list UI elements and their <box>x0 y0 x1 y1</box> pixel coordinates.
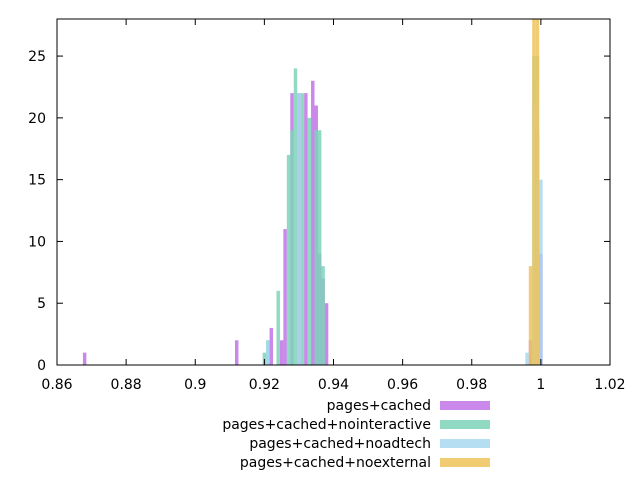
legend-swatch <box>440 439 490 448</box>
bar-0-12 <box>324 303 329 365</box>
bar-0-2 <box>269 327 274 365</box>
bar-2-5 <box>539 179 543 365</box>
y-tick-label: 25 <box>28 49 46 65</box>
legend-label: pages+cached+noexternal <box>240 455 431 471</box>
bar-2-0 <box>266 340 270 365</box>
x-axis: 0.86 0.88 0.9 0.92 0.94 0.96 0.98 1 1.02 <box>41 19 626 393</box>
y-tick-label: 10 <box>28 234 46 250</box>
legend: pages+cached pages+cached+nointeractive pa… <box>222 398 490 471</box>
bar-2-2 <box>525 352 529 365</box>
bar-0-8 <box>311 80 315 365</box>
legend-swatch <box>440 458 490 467</box>
x-tick-label: 0.92 <box>249 377 280 393</box>
bar-1-2 <box>276 290 280 365</box>
legend-label: pages+cached+noadtech <box>249 436 431 452</box>
legend-item: pages+cached+noexternal <box>240 455 490 471</box>
legend-item: pages+cached <box>327 398 490 414</box>
bar-1-8 <box>314 130 318 365</box>
legend-swatch <box>440 401 490 410</box>
y-tick-label: 5 <box>37 296 46 312</box>
bar-0-7 <box>304 93 308 365</box>
x-tick-label: 0.94 <box>318 377 349 393</box>
bar-2-1 <box>297 93 301 365</box>
legend-label: pages+cached+nointeractive <box>222 417 431 433</box>
bar-0-0 <box>82 352 87 365</box>
bar-1-6 <box>300 93 305 365</box>
x-tick-label: 1.02 <box>594 377 625 393</box>
bar-3-0 <box>528 266 533 365</box>
bar-1-9 <box>317 130 322 365</box>
x-tick-label: 0.98 <box>456 377 487 393</box>
bar-3-2 <box>535 19 540 365</box>
y-tick-label: 20 <box>28 111 46 127</box>
y-tick-label: 0 <box>37 358 46 374</box>
bar-3-1 <box>532 19 536 365</box>
series-3 <box>528 19 540 365</box>
x-tick-label: 0.88 <box>111 377 142 393</box>
x-tick-label: 1 <box>536 377 545 393</box>
legend-label: pages+cached <box>327 398 431 414</box>
x-tick-label: 0.86 <box>41 377 72 393</box>
bar-1-10 <box>321 266 325 365</box>
legend-item: pages+cached+noadtech <box>249 436 490 452</box>
bar-0-3 <box>279 340 284 365</box>
bar-1-0 <box>262 352 267 365</box>
bar-1-4 <box>290 130 294 365</box>
legend-item: pages+cached+nointeractive <box>222 417 490 433</box>
bars-layer <box>82 19 543 366</box>
bar-1-5 <box>293 68 298 366</box>
bar-1-7 <box>307 117 312 365</box>
y-tick-label: 15 <box>28 173 46 189</box>
x-tick-label: 0.96 <box>387 377 418 393</box>
bar-0-4 <box>283 229 287 365</box>
x-tick-label: 0.9 <box>184 377 206 393</box>
bar-1-3 <box>286 154 291 365</box>
legend-swatch <box>440 420 490 429</box>
y-axis: 0 5 10 15 20 25 <box>28 49 610 374</box>
bar-0-1 <box>235 340 239 365</box>
